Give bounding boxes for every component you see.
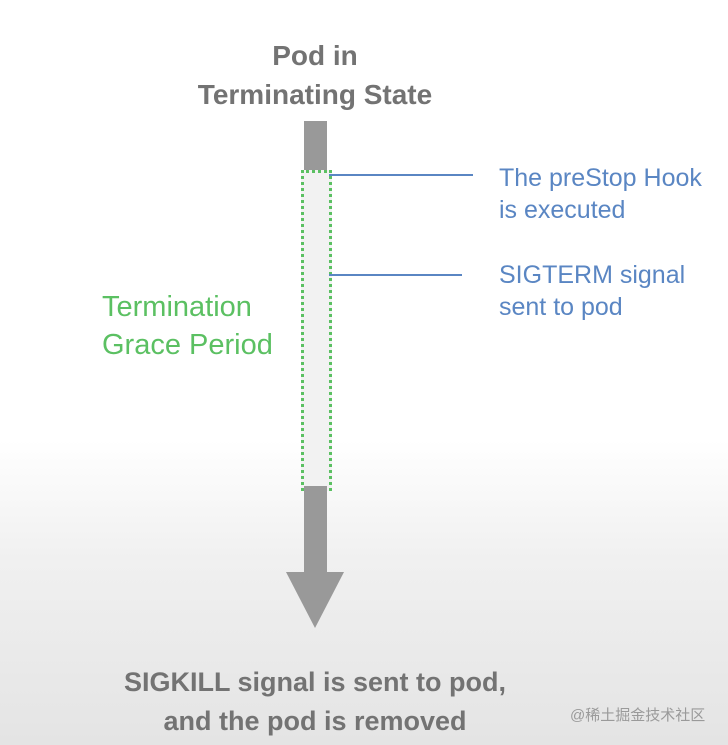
sigterm-label-line-1: SIGTERM signal — [499, 261, 686, 289]
grace-period-box — [301, 170, 332, 491]
diagram-title: Pod in Terminating State — [115, 36, 515, 114]
sigterm-label: SIGTERM signal sent to pod — [499, 259, 685, 323]
prestop-hook-label-line-2: is executed — [499, 196, 626, 224]
prestop-hook-label: The preStop Hook is executed — [499, 162, 702, 226]
timeline-arrow-head — [286, 572, 344, 628]
grace-period-label-line-1: Termination — [102, 291, 252, 323]
watermark: @稀土掘金技术社区 — [570, 707, 706, 724]
timeline-arrow-shaft-top — [304, 121, 327, 173]
sigterm-label-line-2: sent to pod — [499, 293, 623, 321]
sigterm-connector-line — [329, 274, 462, 276]
title-line-2: Terminating State — [197, 79, 433, 110]
prestop-hook-label-line-1: The preStop Hook — [499, 164, 702, 192]
grace-period-label-line-2: Grace Period — [102, 329, 273, 361]
grace-period-label: Termination Grace Period — [102, 288, 273, 364]
prestop-connector-line — [329, 174, 473, 176]
timeline-arrow-shaft-bottom — [304, 486, 327, 574]
sigkill-outcome-text: SIGKILL signal is sent to pod, and the p… — [80, 663, 550, 741]
title-line-1: Pod in — [272, 40, 358, 71]
sigkill-outcome-line-1: SIGKILL signal is sent to pod, — [123, 667, 507, 697]
sigkill-outcome-line-2: and the pod is removed — [163, 706, 467, 736]
